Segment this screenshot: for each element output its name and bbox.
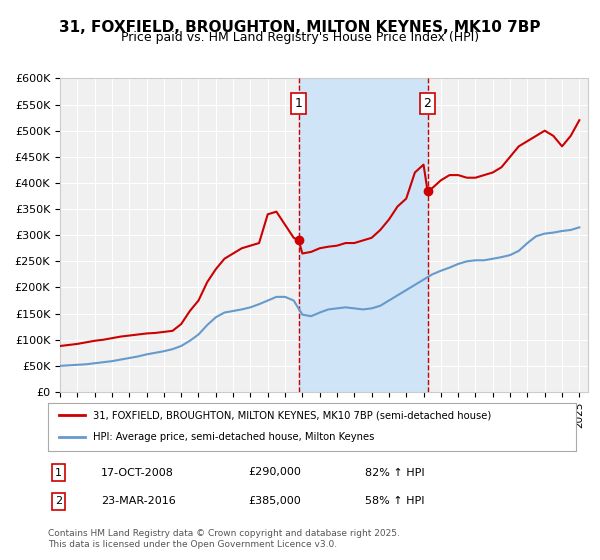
Text: £290,000: £290,000	[248, 468, 302, 478]
Text: 17-OCT-2008: 17-OCT-2008	[101, 468, 173, 478]
Text: 23-MAR-2016: 23-MAR-2016	[101, 497, 176, 506]
Text: 31, FOXFIELD, BROUGHTON, MILTON KEYNES, MK10 7BP (semi-detached house): 31, FOXFIELD, BROUGHTON, MILTON KEYNES, …	[93, 410, 491, 420]
Text: Price paid vs. HM Land Registry's House Price Index (HPI): Price paid vs. HM Land Registry's House …	[121, 31, 479, 44]
Text: Contains HM Land Registry data © Crown copyright and database right 2025.
This d: Contains HM Land Registry data © Crown c…	[48, 529, 400, 549]
Text: 1: 1	[55, 468, 62, 478]
Text: 31, FOXFIELD, BROUGHTON, MILTON KEYNES, MK10 7BP: 31, FOXFIELD, BROUGHTON, MILTON KEYNES, …	[59, 20, 541, 35]
Text: HPI: Average price, semi-detached house, Milton Keynes: HPI: Average price, semi-detached house,…	[93, 432, 374, 442]
Text: 2: 2	[55, 497, 62, 506]
Text: 2: 2	[424, 97, 431, 110]
Text: 1: 1	[295, 97, 302, 110]
Bar	[299, 78, 428, 392]
Text: 58% ↑ HPI: 58% ↑ HPI	[365, 497, 424, 506]
Text: 82% ↑ HPI: 82% ↑ HPI	[365, 468, 424, 478]
Text: £385,000: £385,000	[248, 497, 301, 506]
